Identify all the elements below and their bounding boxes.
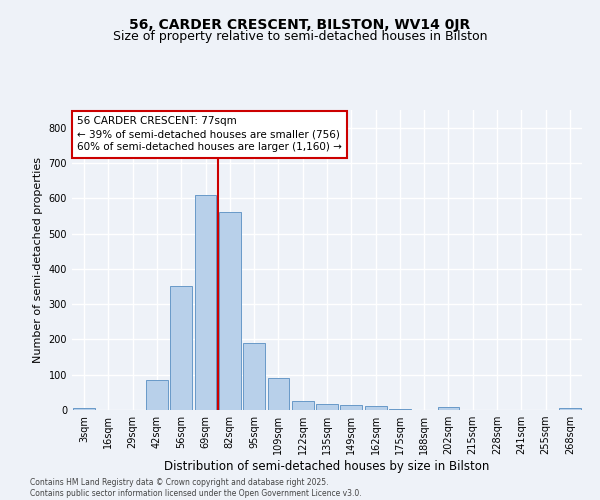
Y-axis label: Number of semi-detached properties: Number of semi-detached properties	[33, 157, 43, 363]
Bar	[292, 401, 314, 410]
Bar	[73, 408, 95, 410]
Bar	[365, 406, 386, 410]
Text: Size of property relative to semi-detached houses in Bilston: Size of property relative to semi-detach…	[113, 30, 487, 43]
Bar	[340, 404, 362, 410]
Bar	[243, 343, 265, 410]
Bar	[170, 286, 192, 410]
Bar	[194, 194, 217, 410]
Bar	[389, 409, 411, 410]
Bar	[219, 212, 241, 410]
Text: 56 CARDER CRESCENT: 77sqm
← 39% of semi-detached houses are smaller (756)
60% of: 56 CARDER CRESCENT: 77sqm ← 39% of semi-…	[77, 116, 342, 152]
Bar	[559, 408, 581, 410]
Bar	[316, 404, 338, 410]
Bar	[268, 378, 289, 410]
Text: Contains HM Land Registry data © Crown copyright and database right 2025.
Contai: Contains HM Land Registry data © Crown c…	[30, 478, 362, 498]
Bar	[146, 380, 168, 410]
X-axis label: Distribution of semi-detached houses by size in Bilston: Distribution of semi-detached houses by …	[164, 460, 490, 473]
Text: 56, CARDER CRESCENT, BILSTON, WV14 0JR: 56, CARDER CRESCENT, BILSTON, WV14 0JR	[130, 18, 470, 32]
Bar	[437, 407, 460, 410]
